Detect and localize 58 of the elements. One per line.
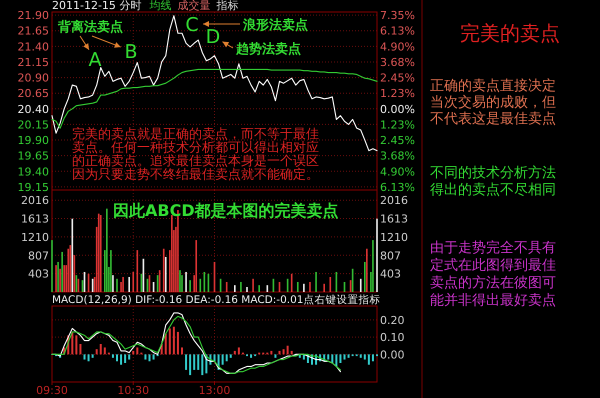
x-tick-label: 10:30: [117, 384, 150, 397]
y2-tick-label: 7.35%: [380, 9, 415, 22]
y-tick-label: 19.90: [18, 134, 49, 148]
y2-tick-label: 1210: [380, 230, 408, 244]
text: 成交量: [177, 0, 210, 12]
y-tick-label: 1210: [21, 230, 49, 244]
y-tick-label: 2016: [21, 194, 49, 208]
y2-tick-label: 0.00%: [380, 102, 415, 116]
y2-tick-label: 6.13%: [380, 24, 415, 38]
y-tick-label: 1613: [21, 212, 49, 226]
annotation: 浪形法卖点: [242, 17, 308, 33]
y-tick-label: 20.15: [18, 118, 49, 132]
annotation: C: [185, 14, 199, 36]
y-tick-label: 21.90: [18, 9, 49, 22]
y2-tick-label: 4.90%: [380, 40, 415, 54]
y2-tick-label: 1.23%: [380, 87, 415, 100]
annotation: B: [124, 41, 138, 63]
text: 正确的卖点直接决定当次交易的成败，但不代表这是最佳卖点: [430, 78, 556, 127]
annotation: D: [206, 26, 220, 48]
y-tick-label: 19.40: [18, 165, 49, 178]
text: 指标: [215, 0, 238, 12]
chart-title: MACD(12,26,9) DIF:-0.16 DEA:-0.16 MACD:-0.01点右键设置指标: [52, 293, 380, 306]
x-tick-label: 09:30: [36, 384, 68, 397]
y2-tick-label: 4.90%: [380, 165, 415, 178]
y-tick-label: 20.40: [18, 102, 49, 116]
y2-tick-label: 807: [380, 249, 401, 262]
chart-title: 2011-12-15 分时: [52, 0, 142, 12]
annotation: 因此ABCD都是本图的完美卖点: [113, 201, 339, 220]
annotation: 趋势法卖点: [235, 41, 301, 57]
y2-tick-label: 2.45%: [380, 72, 415, 85]
text: 由于走势完全不具有定式在此图得到最佳卖点的方法在彼图可能并非得出最好卖点: [430, 240, 556, 308]
y-tick-label: 403: [28, 268, 49, 281]
y-tick-label: 20.65: [18, 87, 49, 100]
y-tick-label: 19.65: [18, 150, 49, 163]
x-tick-label: 13:00: [198, 384, 230, 397]
y-tick-label: 20.90: [18, 72, 49, 85]
y-tick-label: 21.15: [18, 56, 49, 69]
annotation: 背离法卖点: [57, 19, 123, 35]
y2-tick-label: 2016: [380, 194, 408, 208]
y2-tick-label: 1.23%: [380, 118, 415, 132]
y2-tick-label: 0.00: [380, 348, 404, 362]
annotation: 完美的卖点就是正确的卖点，而不等于最佳卖点。任何一种技术分析都可以得出相对应的正确卖点。追求最佳卖点本身是一个误区因为只要走势不终结最佳卖点就不能确定。: [72, 126, 319, 182]
y2-tick-label: 403: [380, 268, 401, 281]
text: 均线: [148, 0, 172, 12]
y2-tick-label: 0.20: [380, 314, 404, 327]
y2-tick-label: 1613: [380, 212, 408, 226]
y-tick-label: 19.15: [18, 180, 49, 194]
text: 完美的卖点: [460, 21, 560, 45]
y2-tick-label: 3.68%: [380, 56, 415, 69]
y-tick-label: 21.65: [18, 24, 49, 38]
y-tick-label: 807: [28, 249, 49, 262]
y2-tick-label: 2.45%: [380, 134, 415, 148]
text: 不同的技术分析方法得出的卖点不尽相同: [430, 165, 556, 198]
y-tick-label: 21.40: [18, 40, 49, 54]
y2-tick-label: 6.13%: [380, 180, 415, 194]
y2-tick-label: 0.10: [380, 331, 404, 344]
y2-tick-label: 3.68%: [380, 150, 415, 163]
annotation: A: [88, 49, 102, 71]
